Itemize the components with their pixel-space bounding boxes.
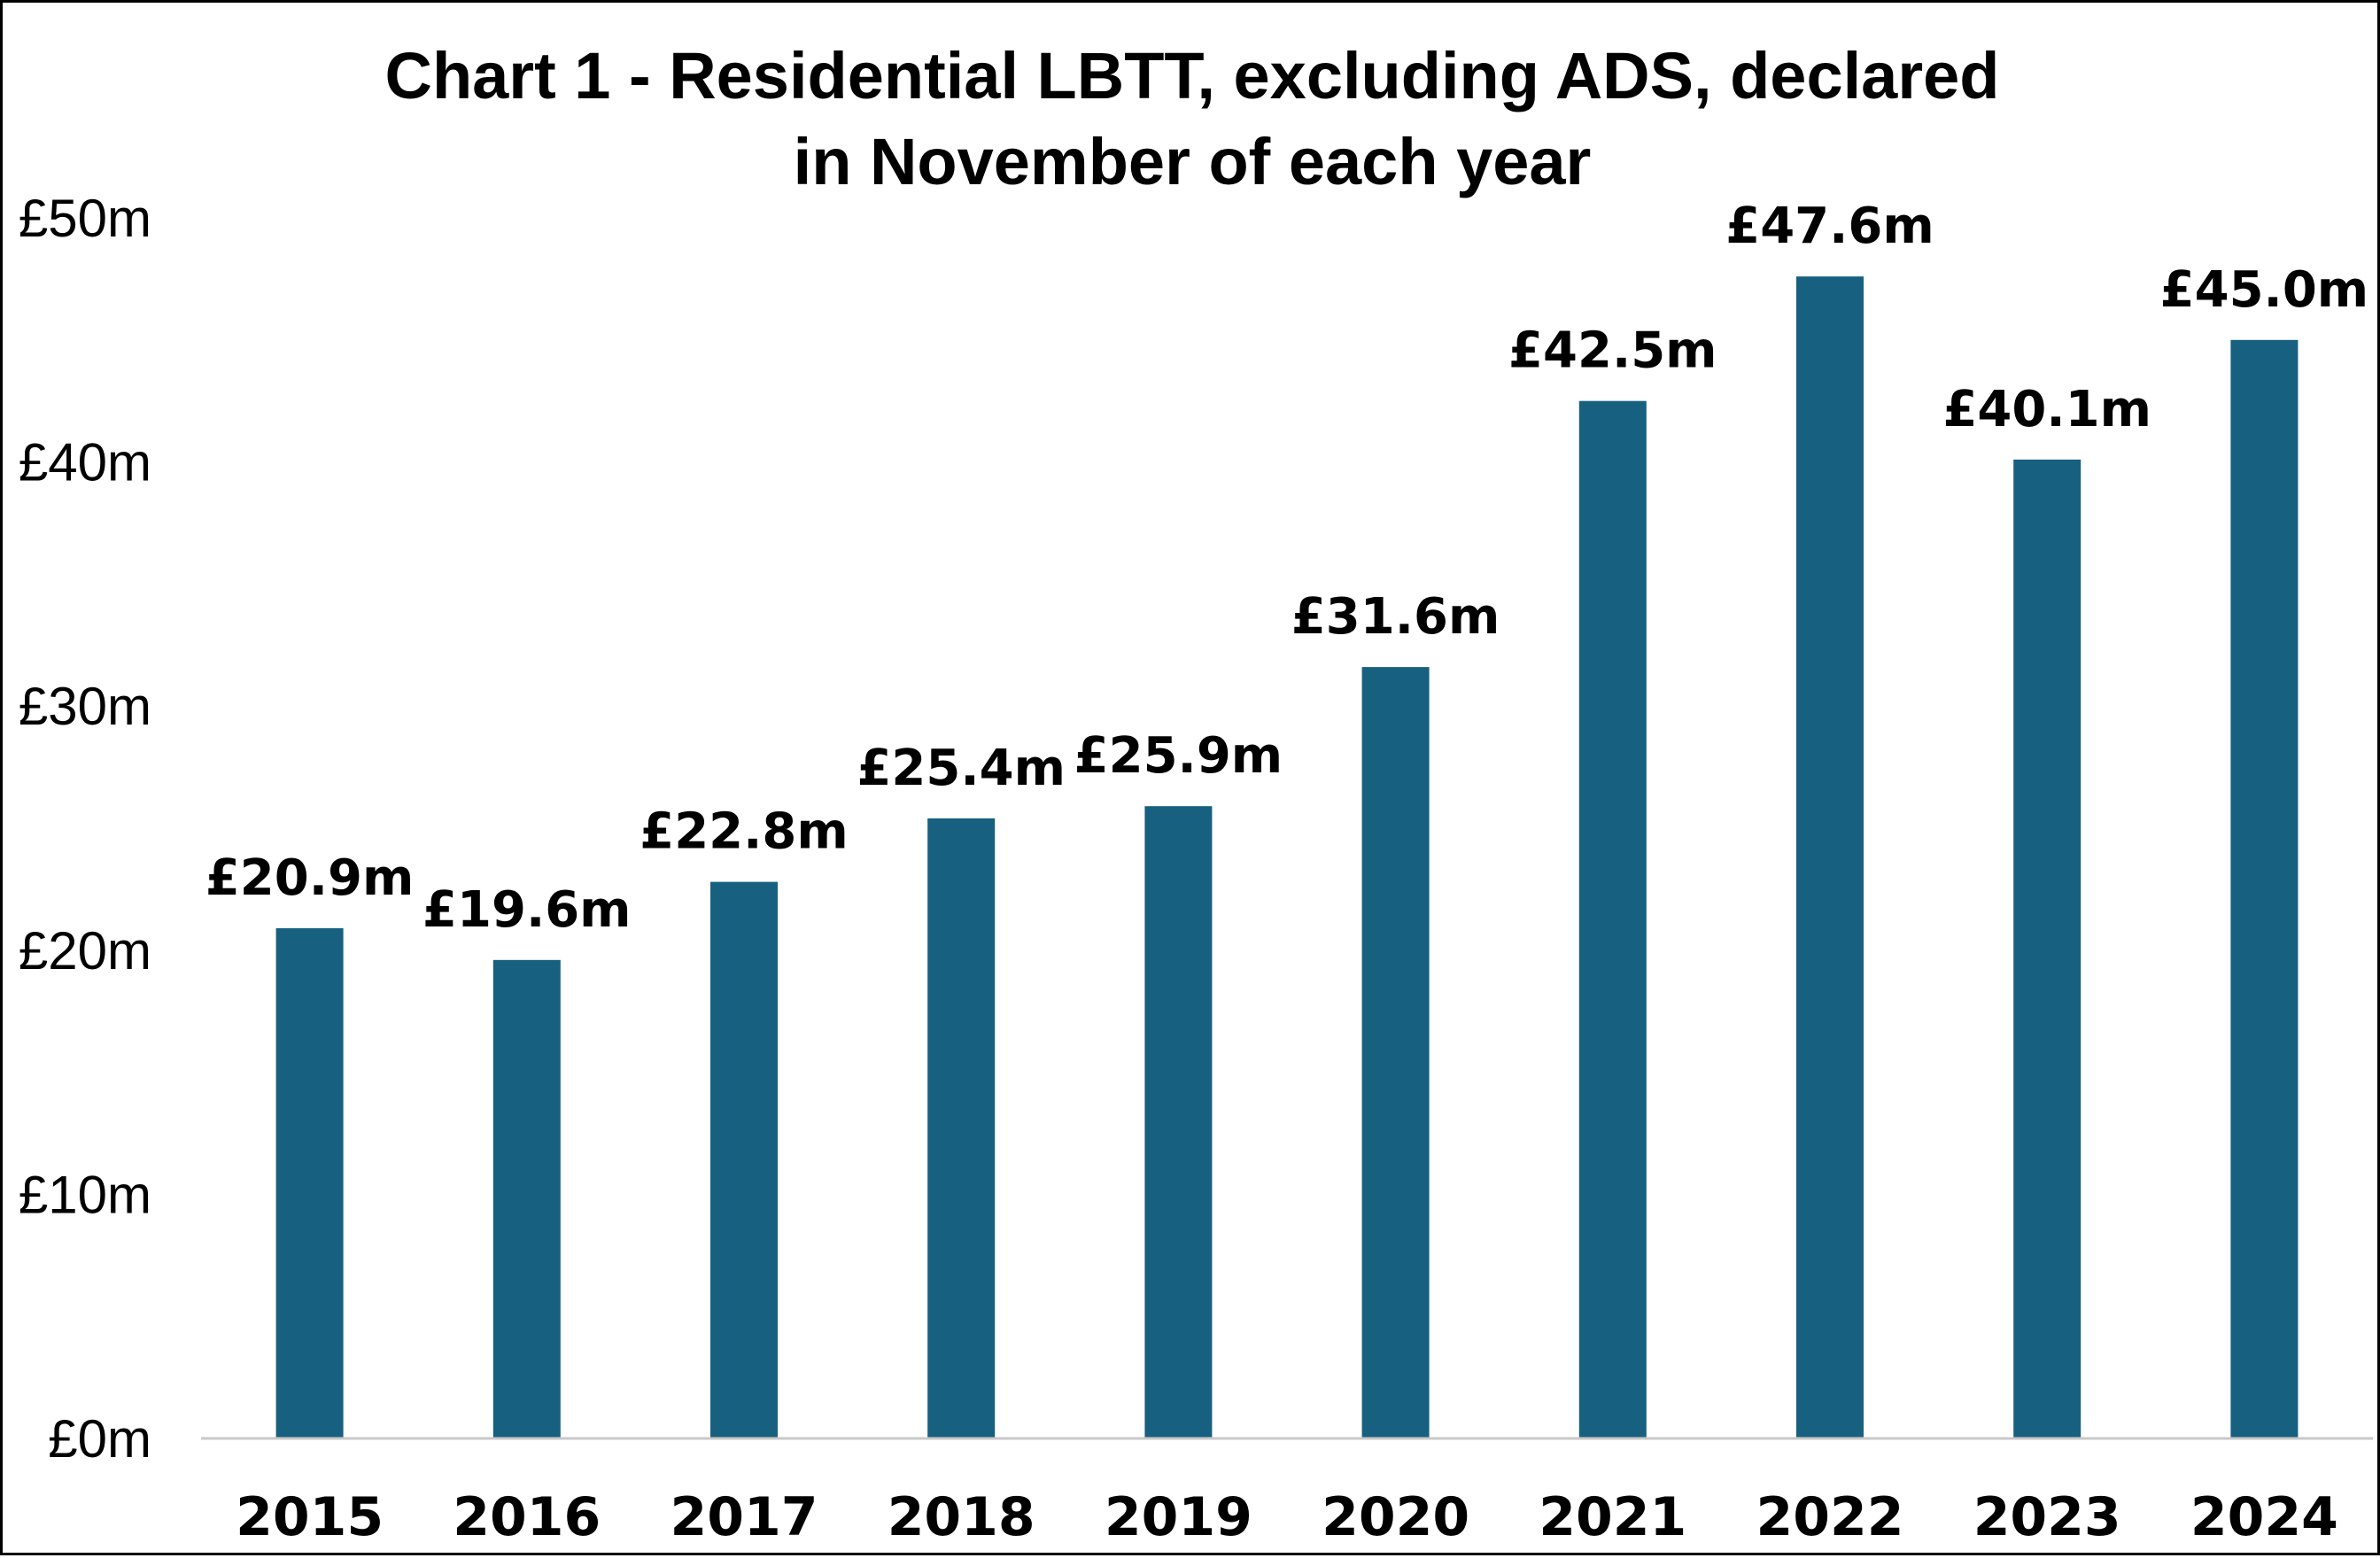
bar xyxy=(1796,276,1864,1438)
bar-data-labels: £20.9m£19.6m£22.8m£25.4m £25.9m £31.6m £42.… xyxy=(205,198,2368,939)
y-tick-label: £10m xyxy=(19,1165,151,1224)
x-tick-label: 2024 xyxy=(2190,1486,2338,1548)
bar xyxy=(2013,459,2082,1438)
bar-data-label: £45.0m xyxy=(2160,261,2368,319)
bar-series xyxy=(275,276,2299,1439)
x-tick-label: 2023 xyxy=(1973,1486,2121,1548)
bar-data-label: £19.6m xyxy=(423,881,631,939)
bar-data-label: £20.9m xyxy=(205,849,414,907)
bar-chart: Chart 1 - Residential LBTT, excluding AD… xyxy=(19,39,2373,1548)
x-axis-tick-labels: 2015 2016 2017 2018 2019 2020 2021 2022 2023 2024 xyxy=(236,1486,2338,1548)
bar-data-label: £42.5m xyxy=(1508,322,1717,380)
bar-data-label: £25.9m xyxy=(1074,727,1283,785)
y-tick-label: £50m xyxy=(19,189,151,248)
bar xyxy=(492,959,561,1438)
y-tick-label: £40m xyxy=(19,433,151,492)
bar-data-label: £40.1m xyxy=(1942,381,2151,438)
x-tick-label: 2019 xyxy=(1105,1486,1252,1548)
bar xyxy=(710,881,778,1438)
x-tick-label: 2016 xyxy=(453,1486,601,1548)
chart-title-line-2: in November of each year xyxy=(794,125,1592,198)
x-tick-label: 2015 xyxy=(236,1486,384,1548)
y-tick-label: £0m xyxy=(48,1409,151,1469)
bar xyxy=(2230,339,2299,1438)
x-tick-label: 2018 xyxy=(888,1486,1035,1548)
bar xyxy=(1361,667,1430,1438)
bar xyxy=(1578,400,1647,1439)
bar-data-label: £22.8m xyxy=(640,803,848,861)
x-tick-label: 2020 xyxy=(1322,1486,1469,1548)
y-tick-label: £30m xyxy=(19,677,151,736)
x-tick-label: 2021 xyxy=(1539,1486,1686,1548)
x-tick-label: 2017 xyxy=(671,1486,818,1548)
bar-data-label: £47.6m xyxy=(1725,198,1934,255)
chart-title-line-1: Chart 1 - Residential LBTT, excluding AD… xyxy=(385,39,2000,112)
bar xyxy=(927,818,996,1438)
bar xyxy=(275,927,344,1438)
y-tick-label: £20m xyxy=(19,921,151,981)
y-axis-tick-labels: £0m £10m £20m £30m £40m £50m xyxy=(19,189,151,1469)
bar-data-label: £25.4m xyxy=(857,740,1065,797)
x-tick-label: 2022 xyxy=(1756,1486,1904,1548)
bar-data-label: £31.6m xyxy=(1291,588,1500,646)
bar xyxy=(1144,806,1213,1438)
